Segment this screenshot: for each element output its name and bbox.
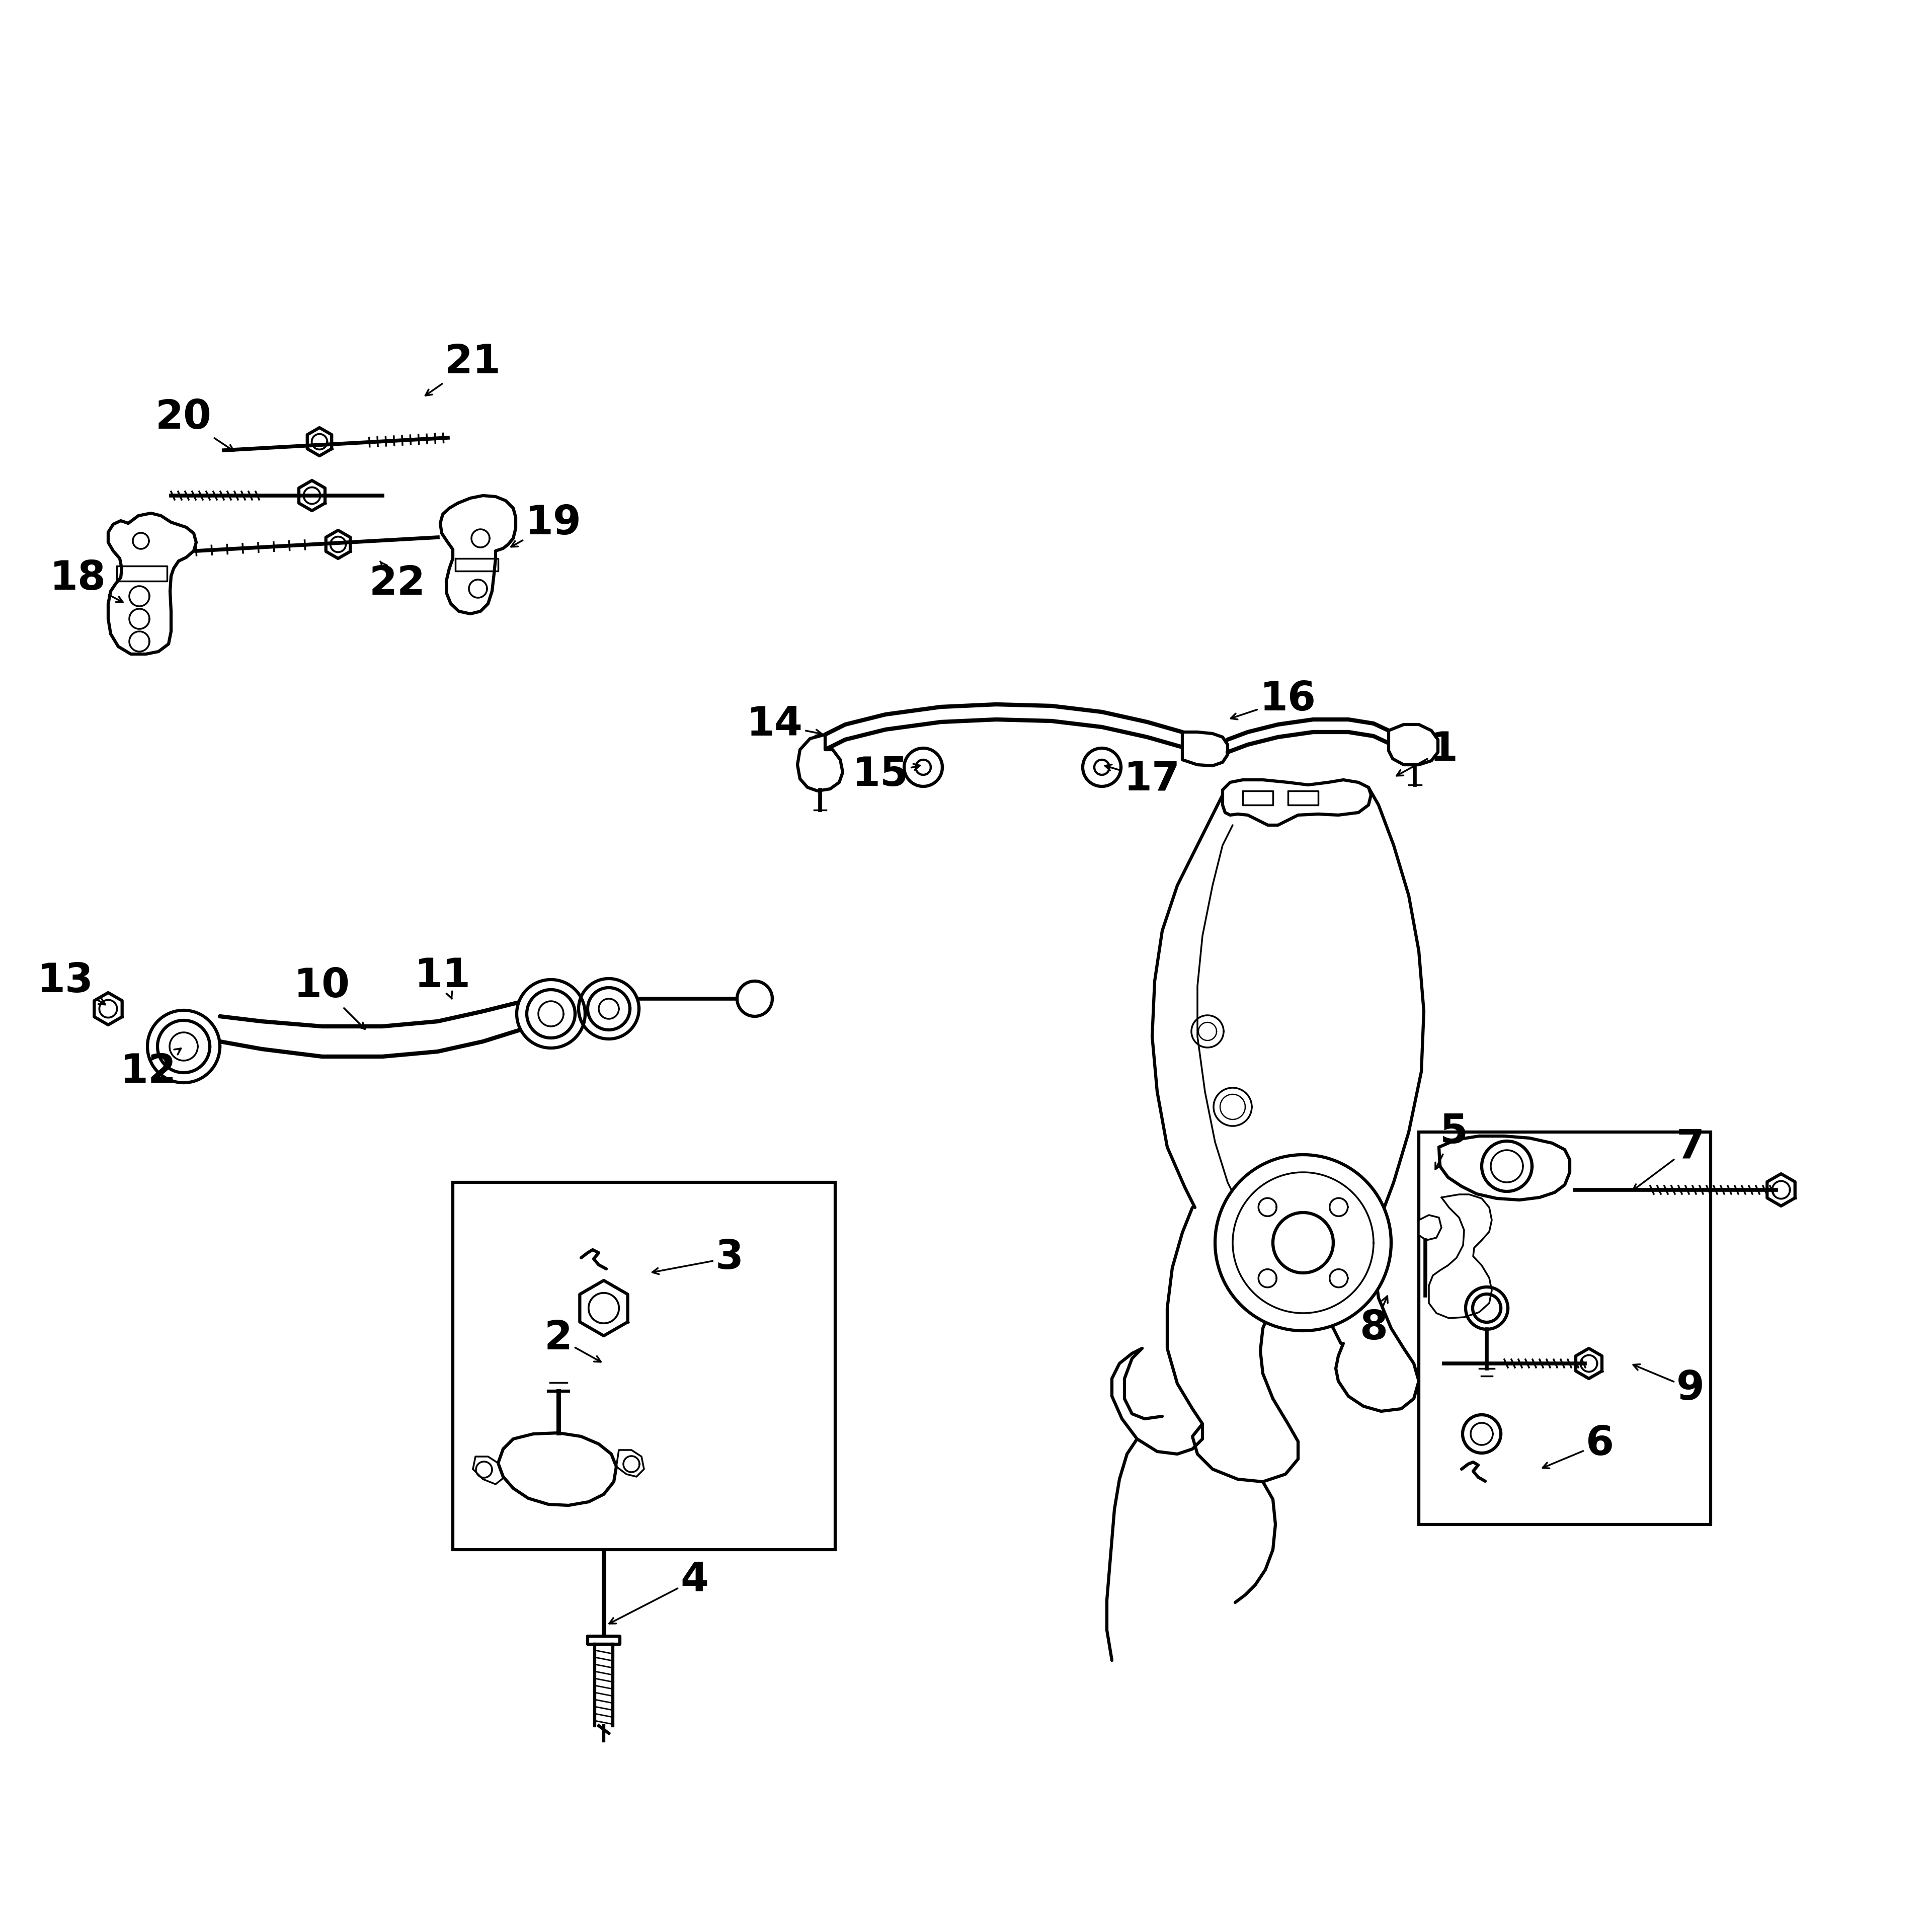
Text: 2: 2 [545, 1320, 601, 1362]
Text: 19: 19 [512, 504, 582, 547]
Polygon shape [1418, 1215, 1441, 1240]
Text: 16: 16 [1231, 680, 1316, 719]
Text: 1: 1 [1397, 730, 1459, 777]
Polygon shape [1223, 781, 1372, 825]
Polygon shape [1466, 1287, 1507, 1329]
Polygon shape [440, 497, 516, 614]
Polygon shape [1430, 1194, 1492, 1318]
Text: 4: 4 [609, 1561, 709, 1623]
Text: 14: 14 [746, 705, 821, 744]
Text: 21: 21 [425, 342, 500, 396]
Polygon shape [516, 980, 585, 1047]
Text: 17: 17 [1105, 759, 1180, 800]
Text: 22: 22 [369, 562, 425, 603]
Polygon shape [1389, 725, 1437, 765]
Text: 18: 18 [50, 558, 124, 603]
Polygon shape [473, 1457, 502, 1484]
Text: 12: 12 [120, 1049, 182, 1092]
Polygon shape [578, 980, 639, 1039]
Text: 10: 10 [294, 966, 365, 1030]
Text: 20: 20 [155, 398, 234, 450]
Polygon shape [1439, 1136, 1569, 1200]
Polygon shape [108, 514, 197, 655]
Polygon shape [1463, 1414, 1501, 1453]
Text: 13: 13 [37, 962, 104, 1005]
Bar [1418, 1132, 1710, 1524]
Text: 6: 6 [1542, 1424, 1613, 1468]
Polygon shape [1215, 1155, 1391, 1331]
Polygon shape [798, 734, 842, 790]
Text: 9: 9 [1633, 1364, 1704, 1408]
Text: 5: 5 [1435, 1113, 1468, 1169]
Polygon shape [147, 1010, 220, 1082]
Text: 8: 8 [1360, 1296, 1387, 1349]
Polygon shape [738, 981, 773, 1016]
Polygon shape [1182, 732, 1227, 765]
Polygon shape [616, 1451, 643, 1476]
Text: 15: 15 [852, 755, 920, 794]
Text: 7: 7 [1633, 1128, 1704, 1190]
Text: 11: 11 [415, 956, 471, 999]
Polygon shape [498, 1434, 616, 1505]
Bar [452, 1182, 835, 1549]
Text: 3: 3 [653, 1238, 744, 1277]
